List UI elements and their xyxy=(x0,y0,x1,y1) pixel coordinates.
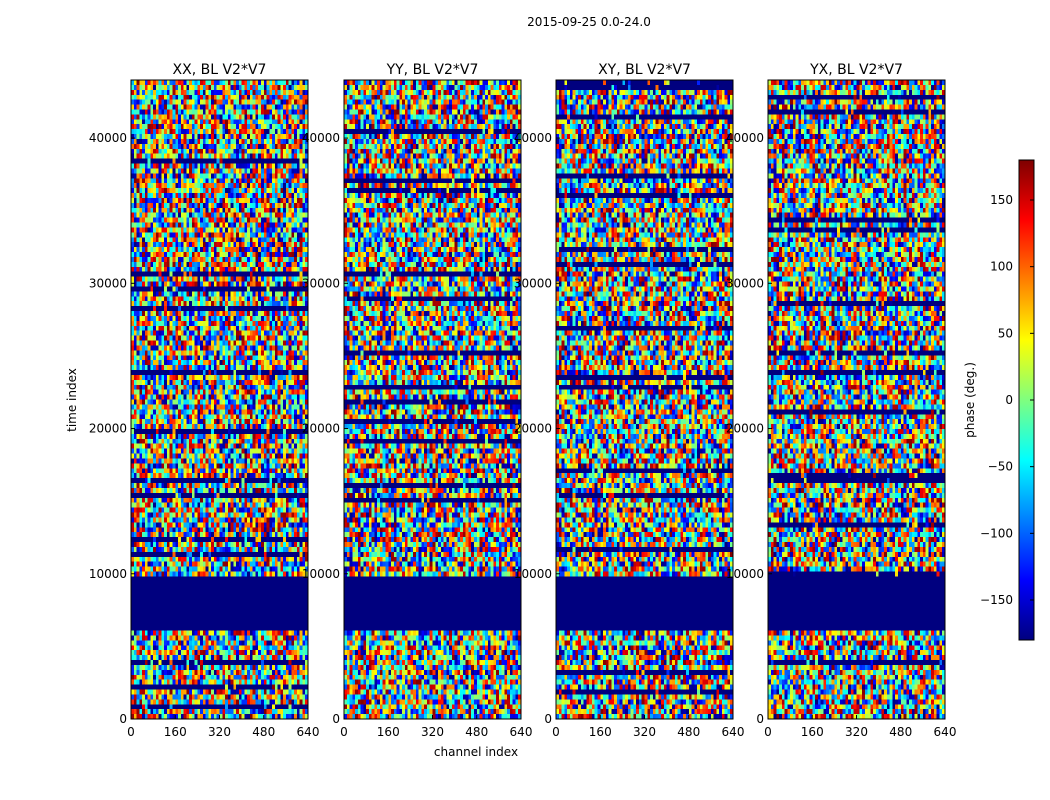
x-tick-label: 320 xyxy=(208,725,231,739)
y-tick-label: 10000 xyxy=(89,567,127,581)
x-tick-label: 320 xyxy=(633,725,656,739)
panel: XX, BL V2*V7 0 160 320 480 640 0 10000 20000 3000… xyxy=(89,62,320,739)
x-tick-label: 480 xyxy=(889,725,912,739)
x-tick-label: 640 xyxy=(510,725,533,739)
colorbar-label: phase (deg.) xyxy=(963,362,977,438)
y-tick-label: 30000 xyxy=(302,276,340,290)
y-tick-label: 0 xyxy=(119,712,127,726)
x-tick-label: 640 xyxy=(722,725,745,739)
y-tick-label: 20000 xyxy=(89,422,127,436)
x-tick-label: 640 xyxy=(934,725,957,739)
y-tick-label: 0 xyxy=(544,712,552,726)
y-tick-label: 40000 xyxy=(726,131,764,145)
x-tick-label: 160 xyxy=(589,725,612,739)
x-tick-label: 0 xyxy=(552,725,560,739)
colorbar-tick-label: 100 xyxy=(990,260,1013,274)
y-axis-label: time index xyxy=(65,368,79,432)
x-tick-label: 480 xyxy=(252,725,275,739)
panel: YY, BL V2*V7 0 160 320 480 640 0 10000 20000 3000… xyxy=(302,62,533,739)
panel: XY, BL V2*V7 0 160 320 480 640 0 10000 20000 3000… xyxy=(514,62,745,739)
colorbar-tick-label: 150 xyxy=(990,193,1013,207)
y-tick-label: 30000 xyxy=(89,276,127,290)
x-tick-label: 320 xyxy=(421,725,444,739)
x-tick-label: 480 xyxy=(677,725,700,739)
phase-raster xyxy=(556,80,734,720)
panel-title: XX, BL V2*V7 xyxy=(173,62,267,78)
y-tick-label: 0 xyxy=(332,712,340,726)
phase-raster xyxy=(131,80,309,720)
colorbar-tick-label: 50 xyxy=(998,326,1013,340)
x-tick-label: 160 xyxy=(164,725,187,739)
colorbar-tick-label: −50 xyxy=(988,460,1013,474)
x-tick-label: 0 xyxy=(764,725,772,739)
panel: YX, BL V2*V7 0 160 320 480 640 0 10000 20000 3000… xyxy=(726,62,957,739)
y-tick-label: 40000 xyxy=(514,131,552,145)
x-tick-label: 160 xyxy=(801,725,824,739)
colorbar-tick-label: −150 xyxy=(980,593,1013,607)
phase-raster xyxy=(344,80,522,720)
panel-title: YX, BL V2*V7 xyxy=(809,62,903,78)
y-tick-label: 10000 xyxy=(726,567,764,581)
x-tick-label: 640 xyxy=(297,725,320,739)
y-tick-label: 30000 xyxy=(514,276,552,290)
panel-title: YY, BL V2*V7 xyxy=(386,62,479,78)
colorbar-tick-label: 0 xyxy=(1005,393,1013,407)
y-tick-label: 20000 xyxy=(514,422,552,436)
x-tick-label: 160 xyxy=(377,725,400,739)
y-tick-label: 0 xyxy=(756,712,764,726)
panel-title: XY, BL V2*V7 xyxy=(598,62,691,78)
y-tick-label: 40000 xyxy=(302,131,340,145)
x-tick-label: 0 xyxy=(127,725,135,739)
panels-layer: XX, BL V2*V7 0 160 320 480 640 0 10000 20000 3000… xyxy=(89,62,957,739)
y-tick-label: 10000 xyxy=(514,567,552,581)
x-axis-label: channel index xyxy=(434,745,518,759)
y-tick-label: 20000 xyxy=(302,422,340,436)
colorbar: phase (deg.) −150 −100 −50 0 50 100 150 xyxy=(963,159,1035,641)
y-tick-label: 20000 xyxy=(726,422,764,436)
phase-raster xyxy=(768,80,946,720)
x-tick-label: 480 xyxy=(465,725,488,739)
y-tick-label: 40000 xyxy=(89,131,127,145)
x-tick-label: 320 xyxy=(845,725,868,739)
colorbar-tick-label: −100 xyxy=(980,526,1013,540)
y-tick-label: 10000 xyxy=(302,567,340,581)
x-tick-label: 0 xyxy=(340,725,348,739)
y-tick-label: 30000 xyxy=(726,276,764,290)
figure-suptitle: 2015-09-25 0.0-24.0 xyxy=(527,15,651,29)
